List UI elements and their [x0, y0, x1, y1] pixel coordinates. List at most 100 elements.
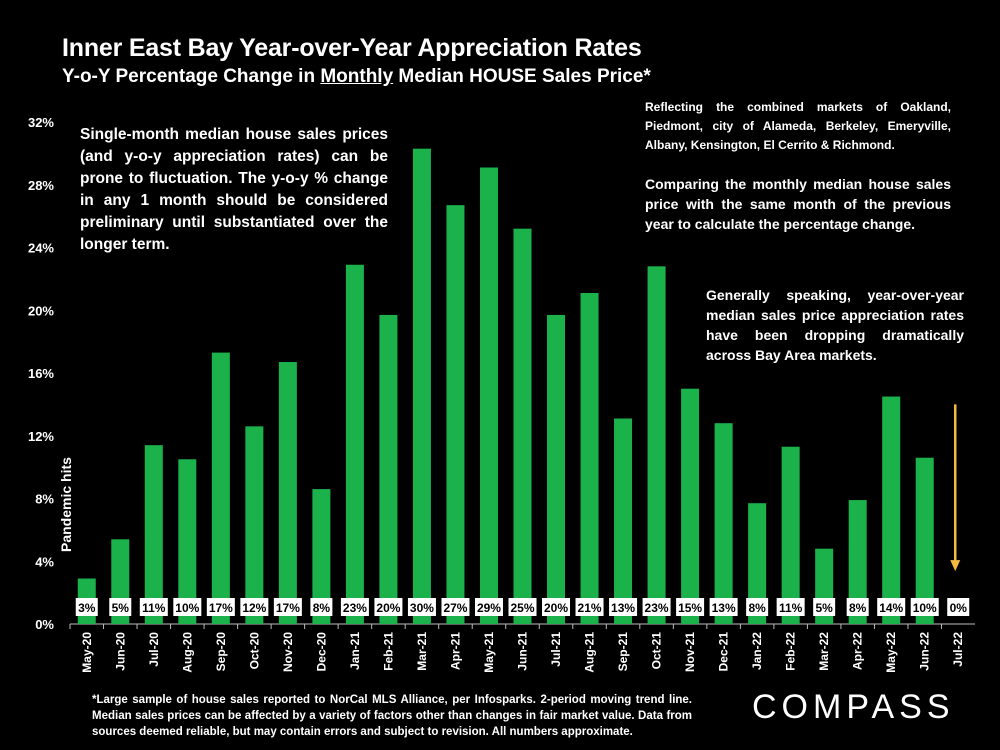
- pandemic-label: Pandemic hits: [58, 457, 74, 552]
- y-tick-label: 16%: [28, 366, 54, 381]
- bar-jun-21: [513, 228, 532, 625]
- data-label-box: [846, 598, 869, 616]
- data-label: 23%: [645, 601, 669, 615]
- bar-may-22: [882, 396, 901, 624]
- note-fluctuation: Single-month median house sales prices (…: [80, 126, 388, 253]
- y-tick-label: 20%: [28, 303, 54, 318]
- chart-title: Inner East Bay Year-over-Year Appreciati…: [62, 34, 642, 62]
- data-label-box: [910, 598, 939, 616]
- x-tick-label: Jun-20: [113, 632, 127, 671]
- bar-jun-22: [915, 457, 934, 624]
- x-tick-label: Aug-20: [180, 632, 194, 673]
- bar-oct-21: [647, 266, 666, 624]
- bar-dec-21: [714, 423, 733, 624]
- y-tick-label: 8%: [35, 492, 54, 507]
- data-label: 11%: [779, 601, 803, 615]
- data-label-box: [206, 598, 235, 616]
- data-label-box: [947, 598, 970, 616]
- x-tick-label: May-22: [884, 632, 898, 673]
- bar-jul-21: [547, 314, 566, 624]
- compass-logo: COMPASS: [752, 688, 955, 726]
- x-tick-label: Dec-20: [314, 632, 328, 672]
- x-tick-label: Jul-22: [951, 632, 965, 667]
- bar-dec-20: [312, 489, 331, 624]
- x-tick-label: May-20: [80, 632, 94, 673]
- subtitle-underlined: Monthly: [320, 66, 394, 87]
- x-tick-label: Mar-22: [817, 632, 831, 671]
- data-label: 8%: [849, 601, 867, 615]
- data-label-box: [109, 598, 132, 616]
- bar-nov-21: [681, 388, 700, 624]
- data-label-box: [542, 598, 571, 616]
- data-label-box: [609, 598, 638, 616]
- data-label: 17%: [276, 601, 300, 615]
- bar-oct-20: [245, 426, 264, 624]
- bar-may-21: [479, 167, 498, 624]
- data-label: 20%: [376, 601, 400, 615]
- data-label: 23%: [343, 601, 367, 615]
- bar-aug-21: [580, 292, 599, 624]
- x-tick-label: Sep-21: [616, 632, 630, 672]
- x-tick-label: Jun-22: [918, 632, 932, 671]
- bar-jan-22: [748, 503, 767, 624]
- bar-jul-20: [144, 445, 163, 624]
- y-tick-label: 0%: [35, 617, 54, 632]
- bar-sep-20: [211, 352, 230, 624]
- x-tick-label: Jun-21: [516, 632, 530, 671]
- data-label-box: [310, 598, 333, 616]
- y-tick-label: 28%: [28, 178, 54, 193]
- data-label-box: [575, 598, 604, 616]
- y-tick-label: 12%: [28, 429, 54, 444]
- data-label: 14%: [879, 601, 903, 615]
- note-method: Comparing the monthly median house sales…: [645, 176, 951, 232]
- x-tick-label: Sep-20: [214, 632, 228, 672]
- x-tick-label: Aug-21: [583, 632, 597, 673]
- x-tick-label: Nov-20: [281, 632, 295, 672]
- data-label-box: [240, 598, 269, 616]
- data-label-box: [173, 598, 202, 616]
- data-label: 27%: [443, 601, 467, 615]
- x-tick-label: Nov-21: [683, 632, 697, 672]
- data-label-box: [676, 598, 705, 616]
- y-tick-label: 24%: [28, 241, 54, 256]
- y-tick-label: 4%: [35, 554, 54, 569]
- data-label-box: [407, 598, 436, 616]
- data-label-box: [139, 598, 168, 616]
- x-tick-label: Oct-21: [650, 632, 664, 670]
- x-tick-label: Oct-20: [247, 632, 261, 670]
- data-label: 8%: [748, 601, 766, 615]
- data-label-box: [474, 598, 503, 616]
- data-label: 20%: [544, 601, 568, 615]
- data-label-box: [642, 598, 671, 616]
- data-label: 25%: [510, 601, 534, 615]
- chart-subtitle: Y-o-Y Percentage Change in Monthly Media…: [62, 66, 651, 88]
- data-label-box: [374, 598, 403, 616]
- bar-nov-20: [278, 362, 297, 624]
- x-tick-label: Feb-21: [381, 632, 395, 671]
- data-label: 13%: [712, 601, 736, 615]
- bar-feb-22: [781, 446, 800, 624]
- data-label: 21%: [578, 601, 602, 615]
- data-label-box: [75, 598, 98, 616]
- data-label-box: [813, 598, 836, 616]
- data-label: 29%: [477, 601, 501, 615]
- data-label: 15%: [678, 601, 702, 615]
- data-label-box: [508, 598, 537, 616]
- bar-apr-21: [446, 205, 465, 625]
- data-label: 11%: [142, 601, 166, 615]
- subtitle-pre: Y-o-Y Percentage Change in: [62, 66, 321, 87]
- data-label-box: [776, 598, 805, 616]
- data-label-box: [273, 598, 302, 616]
- bar-jan-21: [345, 264, 364, 624]
- data-label-box: [746, 598, 769, 616]
- data-label: 0%: [950, 601, 968, 615]
- data-label: 8%: [313, 601, 331, 615]
- x-tick-label: May-21: [482, 632, 496, 673]
- data-label-box: [709, 598, 738, 616]
- x-tick-label: Jul-20: [147, 632, 161, 667]
- x-tick-label: Feb-22: [784, 632, 798, 671]
- subtitle-post: Median HOUSE Sales Price*: [393, 66, 651, 87]
- data-label: 10%: [175, 601, 199, 615]
- bar-apr-22: [848, 500, 867, 624]
